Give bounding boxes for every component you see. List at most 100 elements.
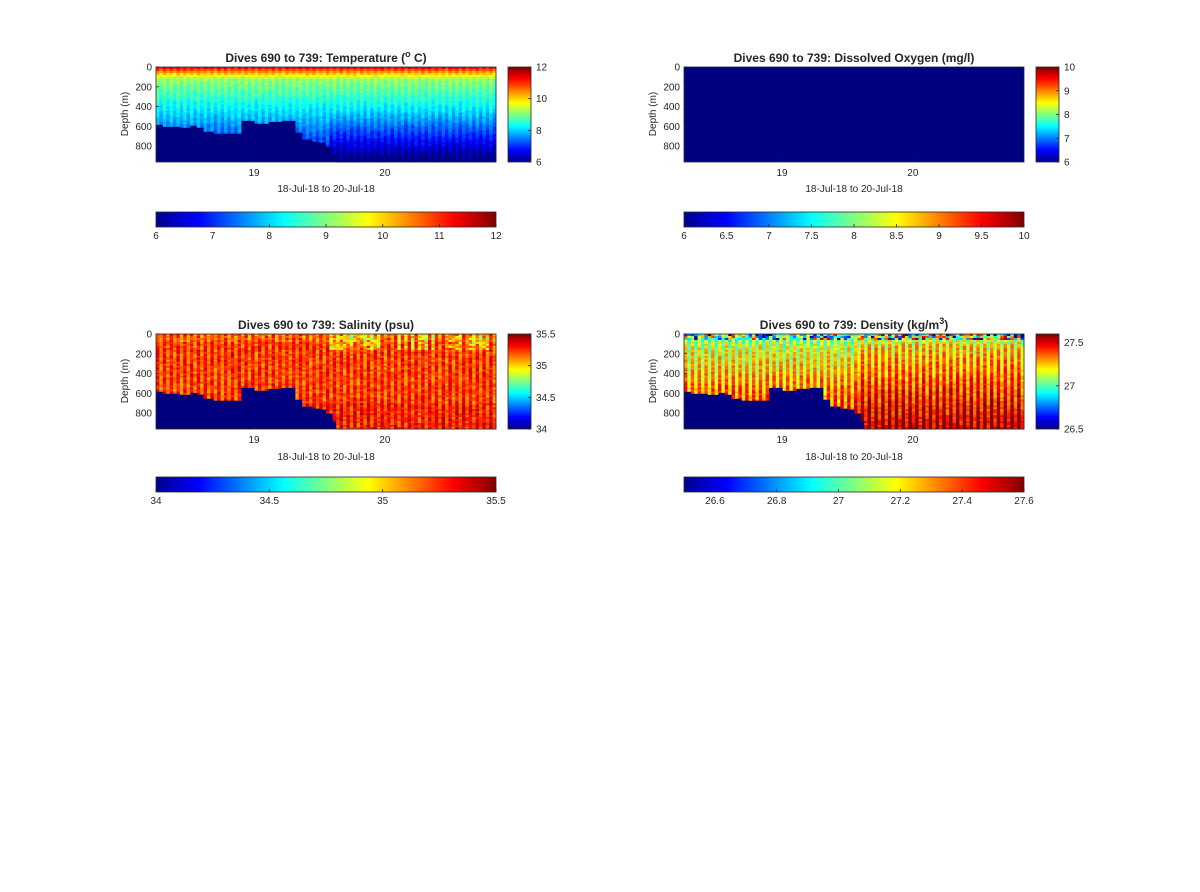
heatmap-cell bbox=[349, 68, 354, 72]
heatmap-cell bbox=[492, 130, 497, 133]
heatmap-cell bbox=[356, 104, 361, 107]
heatmap-cell bbox=[207, 120, 211, 123]
heatmap-cell bbox=[434, 138, 439, 141]
heatmap-cell bbox=[404, 136, 408, 139]
heatmap-cell bbox=[360, 68, 364, 72]
temperature-title-tail: C) bbox=[411, 51, 427, 65]
heatmap-cell bbox=[258, 78, 262, 82]
heatmap-cell bbox=[183, 86, 187, 90]
heatmap-cell bbox=[176, 78, 181, 82]
heatmap-cell bbox=[458, 106, 463, 109]
heatmap-cell bbox=[465, 158, 470, 161]
heatmap-cell bbox=[237, 399, 242, 401]
heatmap-cell bbox=[356, 86, 361, 90]
heatmap-cell bbox=[268, 80, 272, 84]
heatmap-cell bbox=[492, 74, 497, 78]
heatmap-cell bbox=[213, 116, 218, 119]
heatmap-cell bbox=[156, 104, 160, 107]
heatmap-cell bbox=[366, 152, 371, 155]
heatmap-cell bbox=[302, 80, 306, 84]
heatmap-cell bbox=[411, 154, 415, 157]
heatmap-cell bbox=[394, 86, 398, 90]
heatmap-cell bbox=[356, 142, 361, 145]
heatmap-cell bbox=[455, 96, 459, 100]
heatmap-cell bbox=[288, 118, 293, 121]
heatmap-cell bbox=[397, 106, 402, 109]
heatmap-cell bbox=[183, 80, 187, 84]
heatmap-cell bbox=[377, 158, 381, 161]
heatmap-cell bbox=[475, 150, 480, 153]
heatmap-cell bbox=[451, 92, 456, 96]
heatmap-cell bbox=[404, 120, 408, 123]
heatmap-cell bbox=[451, 140, 456, 143]
heatmap-cell bbox=[322, 132, 327, 135]
heatmap-cell bbox=[241, 78, 245, 82]
heatmap-cell bbox=[247, 108, 252, 111]
heatmap-cell bbox=[346, 126, 351, 129]
heatmap-cell bbox=[468, 150, 473, 153]
heatmap-cell bbox=[339, 134, 344, 137]
heatmap-cell bbox=[302, 136, 306, 139]
heatmap-cell bbox=[356, 160, 361, 163]
heatmap-cell bbox=[207, 104, 211, 107]
heatmap-cell bbox=[336, 78, 340, 82]
heatmap-cell bbox=[237, 100, 242, 104]
heatmap-cell bbox=[458, 150, 463, 153]
heatmap-cell bbox=[387, 90, 391, 94]
heatmap-cell bbox=[329, 116, 334, 119]
heatmap-cell bbox=[417, 114, 422, 117]
heatmap-cell bbox=[254, 76, 259, 80]
heatmap-cell bbox=[383, 74, 388, 78]
heatmap-cell bbox=[349, 88, 354, 92]
heatmap-cell bbox=[207, 82, 211, 86]
heatmap-cell bbox=[428, 158, 432, 161]
heatmap-cell bbox=[380, 134, 385, 137]
heatmap-cell bbox=[298, 118, 303, 121]
heatmap-cell bbox=[258, 84, 262, 88]
heatmap-cell bbox=[234, 74, 238, 78]
heatmap-cell bbox=[186, 92, 191, 96]
heatmap-cell bbox=[353, 110, 357, 113]
heatmap-cell bbox=[326, 140, 330, 143]
heatmap-cell bbox=[329, 94, 334, 98]
heatmap-cell bbox=[319, 92, 323, 96]
heatmap-cell bbox=[159, 389, 164, 392]
heatmap-cell bbox=[210, 110, 215, 113]
heatmap-cell bbox=[431, 140, 436, 143]
heatmap-cell bbox=[156, 334, 160, 337]
heatmap-cell bbox=[285, 68, 289, 72]
heatmap-cell bbox=[394, 102, 398, 106]
heatmap-cell bbox=[353, 140, 357, 143]
heatmap-cell bbox=[366, 90, 371, 94]
heatmap-cell bbox=[343, 68, 347, 72]
heatmap-cell bbox=[434, 110, 439, 113]
heatmap-cell bbox=[227, 70, 232, 74]
heatmap-cell bbox=[353, 92, 357, 96]
heatmap-cell bbox=[261, 74, 266, 78]
heatmap-cell bbox=[162, 80, 167, 84]
heatmap-cell bbox=[278, 116, 283, 119]
heatmap-cell bbox=[264, 112, 269, 115]
heatmap-cell bbox=[390, 68, 395, 72]
heatmap-cell bbox=[343, 158, 347, 161]
heatmap-cell bbox=[346, 88, 351, 92]
heatmap-cell bbox=[227, 399, 232, 401]
heatmap-cell bbox=[281, 108, 286, 111]
heatmap-cell bbox=[485, 82, 490, 86]
heatmap-cell bbox=[366, 122, 371, 125]
heatmap-cell bbox=[404, 114, 408, 117]
heatmap-cell bbox=[404, 80, 408, 84]
heatmap-cell bbox=[298, 100, 303, 104]
heatmap-cell bbox=[448, 80, 453, 84]
heatmap-cell bbox=[479, 156, 483, 159]
heatmap-cell bbox=[455, 88, 459, 92]
heatmap-cell bbox=[302, 116, 306, 119]
heatmap-cell bbox=[193, 116, 198, 119]
heatmap-cell bbox=[428, 102, 432, 106]
heatmap-cell bbox=[166, 104, 170, 107]
heatmap-cell bbox=[479, 100, 483, 104]
heatmap-cell bbox=[482, 150, 487, 153]
heatmap-cell bbox=[462, 104, 466, 107]
heatmap-cell bbox=[176, 88, 181, 92]
heatmap-cell bbox=[366, 108, 371, 111]
